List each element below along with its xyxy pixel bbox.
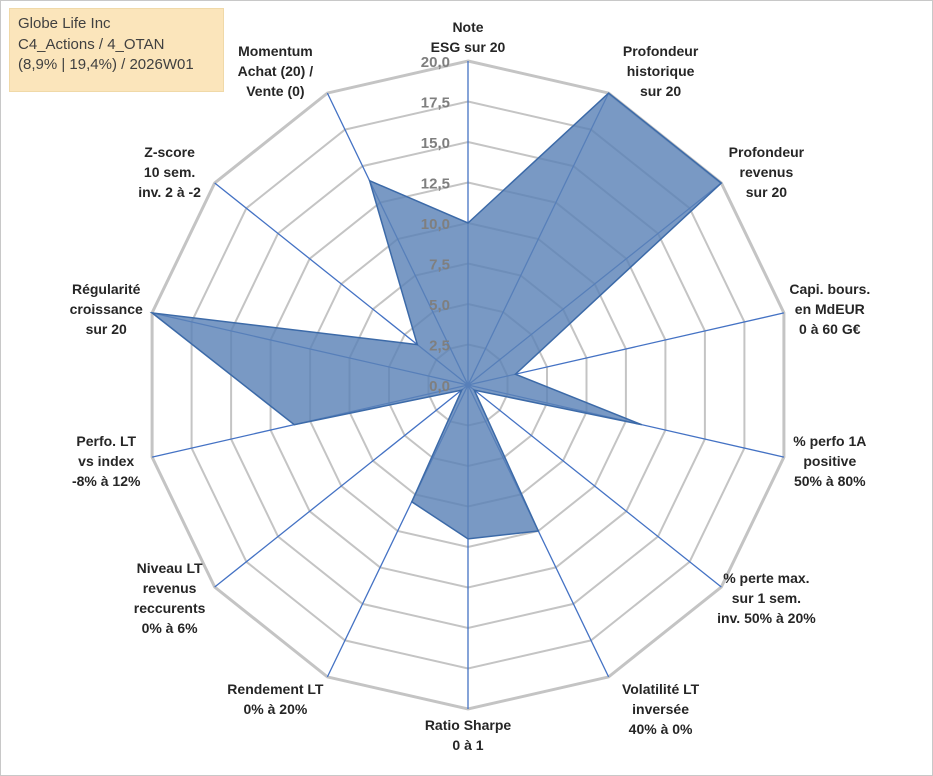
tick-label: 7,5	[429, 257, 450, 274]
tick-label: 17,5	[421, 95, 450, 112]
tick-label: 0,0	[429, 378, 450, 395]
axis-label-1: sur 20	[640, 83, 681, 99]
tick-label: 5,0	[429, 297, 450, 314]
radar-series	[149, 92, 723, 540]
company-name: Globe Life Inc	[18, 15, 111, 32]
axis-label-11: Régularité	[72, 281, 141, 297]
axis-spoke-9	[214, 384, 469, 588]
axis-label-10: vs index	[78, 453, 134, 469]
axis-label-12: inv. 2 à -2	[138, 184, 201, 200]
axis-label-11: croissance	[70, 301, 143, 317]
axis-label-6: 40% à 0%	[629, 721, 693, 737]
tick-label: 20,0	[421, 54, 450, 71]
axis-label-6: Volatilité LT	[622, 681, 700, 697]
axis-label-3: en MdEUR	[795, 301, 865, 317]
axis-label-5: inv. 50% à 20%	[717, 610, 816, 626]
axis-label-13: Achat (20) /	[238, 63, 314, 79]
axis-label-5: sur 1 sem.	[732, 590, 801, 606]
portfolio-category: C4_Actions / 4_OTAN	[18, 35, 165, 53]
axis-label-4: % perfo 1A	[793, 433, 866, 449]
tick-label: 12,5	[421, 176, 450, 193]
tick-label: 2,5	[429, 338, 450, 355]
tick-label: 15,0	[421, 135, 450, 152]
tick-label: 10,0	[421, 216, 450, 233]
radial-tick-labels: 0,0 2,5 5,0 7,5 10,0 12,5 15,0 17,5 20,0	[421, 54, 450, 395]
axis-spoke-5	[467, 384, 722, 588]
data-area	[149, 92, 723, 540]
axis-label-4: positive	[803, 453, 856, 469]
axis-label-0: ESG sur 20	[431, 39, 506, 55]
axis-label-2: Profondeur	[729, 144, 805, 160]
axis-label-4: 50% à 80%	[794, 473, 866, 489]
axis-label-3: Capi. bours.	[789, 281, 870, 297]
axis-label-10: Perfo. LT	[76, 433, 136, 449]
axis-label-12: 10 sem.	[144, 164, 195, 180]
axis-label-10: -8% à 12%	[72, 473, 141, 489]
axis-label-11: sur 20	[86, 321, 127, 337]
axis-label-12: Z-score	[144, 144, 195, 160]
axis-label-13: Vente (0)	[246, 83, 304, 99]
axis-label-5: % perte max.	[723, 570, 809, 586]
axis-label-1: Profondeur	[623, 43, 699, 59]
axis-label-7: Ratio Sharpe	[425, 717, 512, 733]
info-box: Globe Life Inc C4_Actions / 4_OTAN (8,9%…	[9, 8, 224, 92]
axis-label-2: sur 20	[746, 184, 787, 200]
axis-label-3: 0 à 60 G€	[799, 321, 861, 337]
axis-labels: Note ESG sur 20 Profondeur historique sur 20…	[70, 19, 871, 753]
axis-label-8: 0% à 20%	[243, 701, 307, 717]
axis-label-0: Note	[452, 19, 483, 35]
axis-label-2: revenus	[740, 164, 794, 180]
axis-label-8: Rendement LT	[227, 681, 324, 697]
axis-label-9: reccurents	[134, 600, 206, 616]
axis-label-9: Niveau LT	[137, 560, 203, 576]
axis-label-9: 0% à 6%	[142, 620, 199, 636]
axis-label-13: Momentum	[238, 43, 313, 59]
axis-label-1: historique	[627, 63, 695, 79]
performance-period: (8,9% | 19,4%) / 2026W01	[18, 56, 194, 73]
axis-label-6: inversée	[632, 701, 689, 717]
axis-label-7: 0 à 1	[452, 737, 483, 753]
axis-spoke-3	[467, 312, 785, 386]
axis-label-9: revenus	[143, 580, 197, 596]
